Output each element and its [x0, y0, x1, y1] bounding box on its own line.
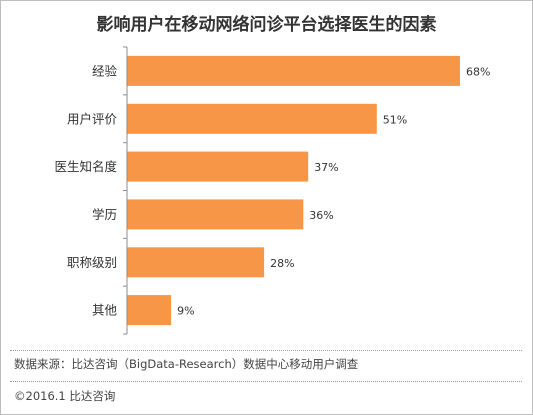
copyright-note: ©2016.1 比达咨询 — [14, 389, 116, 403]
bar — [127, 247, 265, 278]
bar — [127, 55, 460, 86]
data-label: 68% — [466, 65, 490, 78]
category-label: 用户评价 — [67, 111, 118, 126]
category-label: 其他 — [92, 303, 118, 318]
bar — [127, 103, 377, 134]
category-label: 经验 — [92, 63, 118, 78]
data-label: 51% — [383, 113, 407, 126]
category-label: 职称级别 — [67, 255, 117, 270]
bar — [127, 199, 304, 230]
data-label: 37% — [314, 161, 338, 174]
data-label: 36% — [309, 209, 333, 222]
category-label: 医生知名度 — [54, 159, 117, 174]
data-source-note: 数据来源：比达咨询（BigData-Research）数据中心移动用户调查 — [14, 357, 359, 371]
chart-title: 影响用户在移动网络问诊平台选择医生的因素 — [96, 15, 437, 35]
footer-divider — [10, 350, 522, 351]
data-label: 28% — [270, 257, 294, 270]
category-label: 学历 — [92, 207, 117, 222]
footer-divider — [10, 381, 522, 382]
bar — [127, 295, 172, 326]
bar — [127, 151, 309, 182]
data-label: 9% — [177, 305, 194, 318]
